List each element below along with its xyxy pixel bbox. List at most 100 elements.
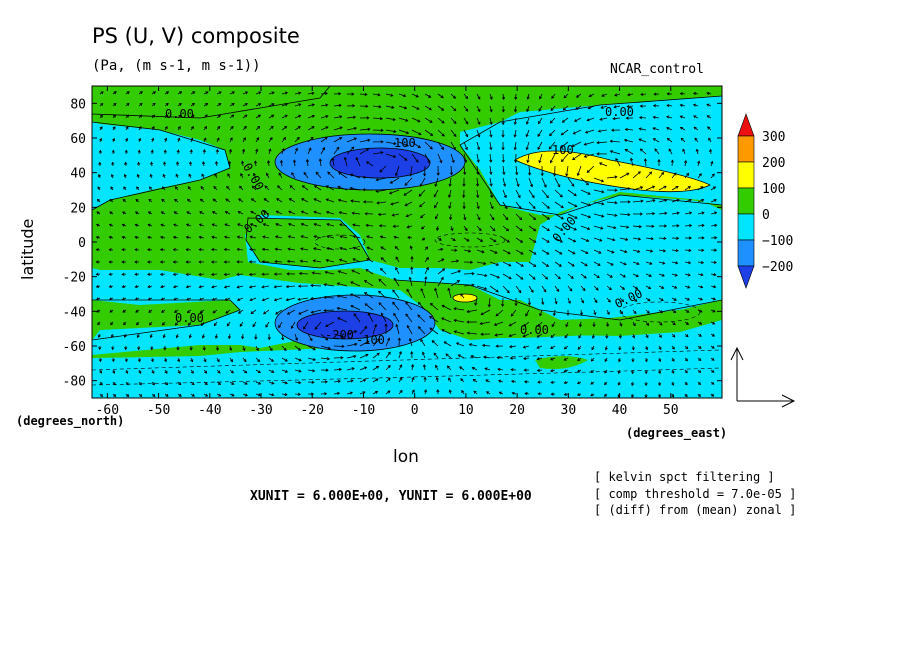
wind-vector-head <box>408 337 412 342</box>
wind-vector-head <box>522 334 526 338</box>
wind-vector <box>684 225 692 227</box>
wind-vector <box>567 213 578 219</box>
wind-vector-head <box>228 148 233 153</box>
wind-vector <box>460 293 465 299</box>
wind-vector <box>411 105 420 110</box>
wind-vector-head <box>574 204 578 208</box>
wind-vector <box>541 177 547 188</box>
wind-vector <box>619 297 624 302</box>
wind-vector-head <box>658 334 662 338</box>
wind-vector-head <box>378 278 382 282</box>
wind-vector-head <box>352 246 357 250</box>
wind-vector-head <box>210 260 215 264</box>
wind-vector-head <box>436 172 440 176</box>
wind-vector-head <box>337 270 341 274</box>
wind-vector <box>437 248 443 251</box>
x-tick-label: -50 <box>147 403 170 418</box>
wind-vector <box>324 284 335 287</box>
wind-vector-head <box>405 313 409 317</box>
wind-vector-head <box>185 235 189 239</box>
wind-vector-head <box>244 381 248 385</box>
wind-vector <box>211 273 218 276</box>
wind-vector <box>523 357 530 360</box>
wind-vector-head <box>508 345 513 349</box>
wind-vector-head <box>112 382 116 386</box>
wind-vector-head <box>226 323 230 327</box>
wind-vector-head <box>174 186 178 190</box>
wind-vector <box>294 137 300 143</box>
wind-vector-head <box>465 121 469 125</box>
low-north-inner <box>330 148 430 178</box>
wind-vector-head <box>398 350 402 355</box>
wind-vector <box>294 381 301 384</box>
wind-vector <box>550 153 556 163</box>
wind-vector <box>350 281 361 287</box>
contour-label: 0.00 <box>175 311 204 325</box>
wind-vector-head <box>501 303 505 308</box>
wind-vector <box>653 116 660 119</box>
wind-vector-head <box>410 350 414 355</box>
wind-vector-head <box>592 324 596 328</box>
wind-vector <box>538 117 543 124</box>
wind-vector-head <box>453 108 457 112</box>
wind-vector <box>554 285 560 292</box>
wind-vector-head <box>537 380 541 384</box>
wind-vector <box>378 213 387 215</box>
wind-vector <box>437 277 444 287</box>
wind-vector <box>337 317 348 323</box>
wind-vector-head <box>452 95 456 99</box>
wind-vector-head <box>109 309 113 313</box>
wind-vector <box>263 223 270 227</box>
wind-vector <box>281 137 286 143</box>
field-positive-top <box>92 86 330 118</box>
wind-vector-head <box>251 185 255 189</box>
wind-vector-head <box>671 358 675 362</box>
wind-vector-head <box>284 114 288 118</box>
wind-vector-head <box>244 103 249 106</box>
wind-vector <box>450 280 460 287</box>
wind-vector <box>710 199 717 203</box>
wind-vector <box>240 173 244 179</box>
wind-vector-head <box>310 296 314 301</box>
wind-vector-head <box>417 301 421 305</box>
wind-vector <box>509 345 517 348</box>
wind-vector <box>411 153 419 163</box>
wind-vector-head <box>448 194 452 198</box>
wind-vector-head <box>639 148 643 152</box>
wind-vector <box>239 321 244 327</box>
wind-vector-head <box>136 334 140 339</box>
wind-vector-head <box>379 116 383 121</box>
wind-vector <box>275 236 283 239</box>
wind-vector-head <box>389 180 393 184</box>
wind-vector <box>320 126 329 131</box>
wind-vector-head <box>663 185 667 189</box>
wind-vector-head <box>126 102 130 106</box>
wind-vector <box>313 198 322 203</box>
wind-vector <box>224 236 231 239</box>
wind-vector <box>333 368 342 371</box>
wind-vector <box>407 325 413 335</box>
wind-vector <box>229 91 235 95</box>
wind-vector-head <box>464 159 468 163</box>
wind-vector-head <box>271 91 275 95</box>
wind-vector-head <box>639 212 643 216</box>
wind-vector-head <box>268 148 272 152</box>
wind-vector <box>697 199 704 203</box>
wind-vector-head <box>199 310 203 314</box>
wind-vector-head <box>711 345 715 349</box>
wind-vector <box>346 380 354 383</box>
wind-vector-head <box>698 357 702 362</box>
wind-vector <box>359 128 370 131</box>
wind-vector-head <box>123 322 127 326</box>
wind-vector <box>385 93 393 97</box>
wind-vector <box>392 213 400 216</box>
wind-vector <box>277 185 283 191</box>
wind-vector <box>350 305 361 311</box>
wind-vector-head <box>684 382 688 386</box>
wind-vector-head <box>376 201 380 205</box>
wind-vector <box>238 198 244 203</box>
wind-vector-head <box>261 285 265 289</box>
wind-vector-head <box>434 183 438 187</box>
wind-vector-head <box>657 158 661 162</box>
wind-vector-head <box>550 369 554 373</box>
